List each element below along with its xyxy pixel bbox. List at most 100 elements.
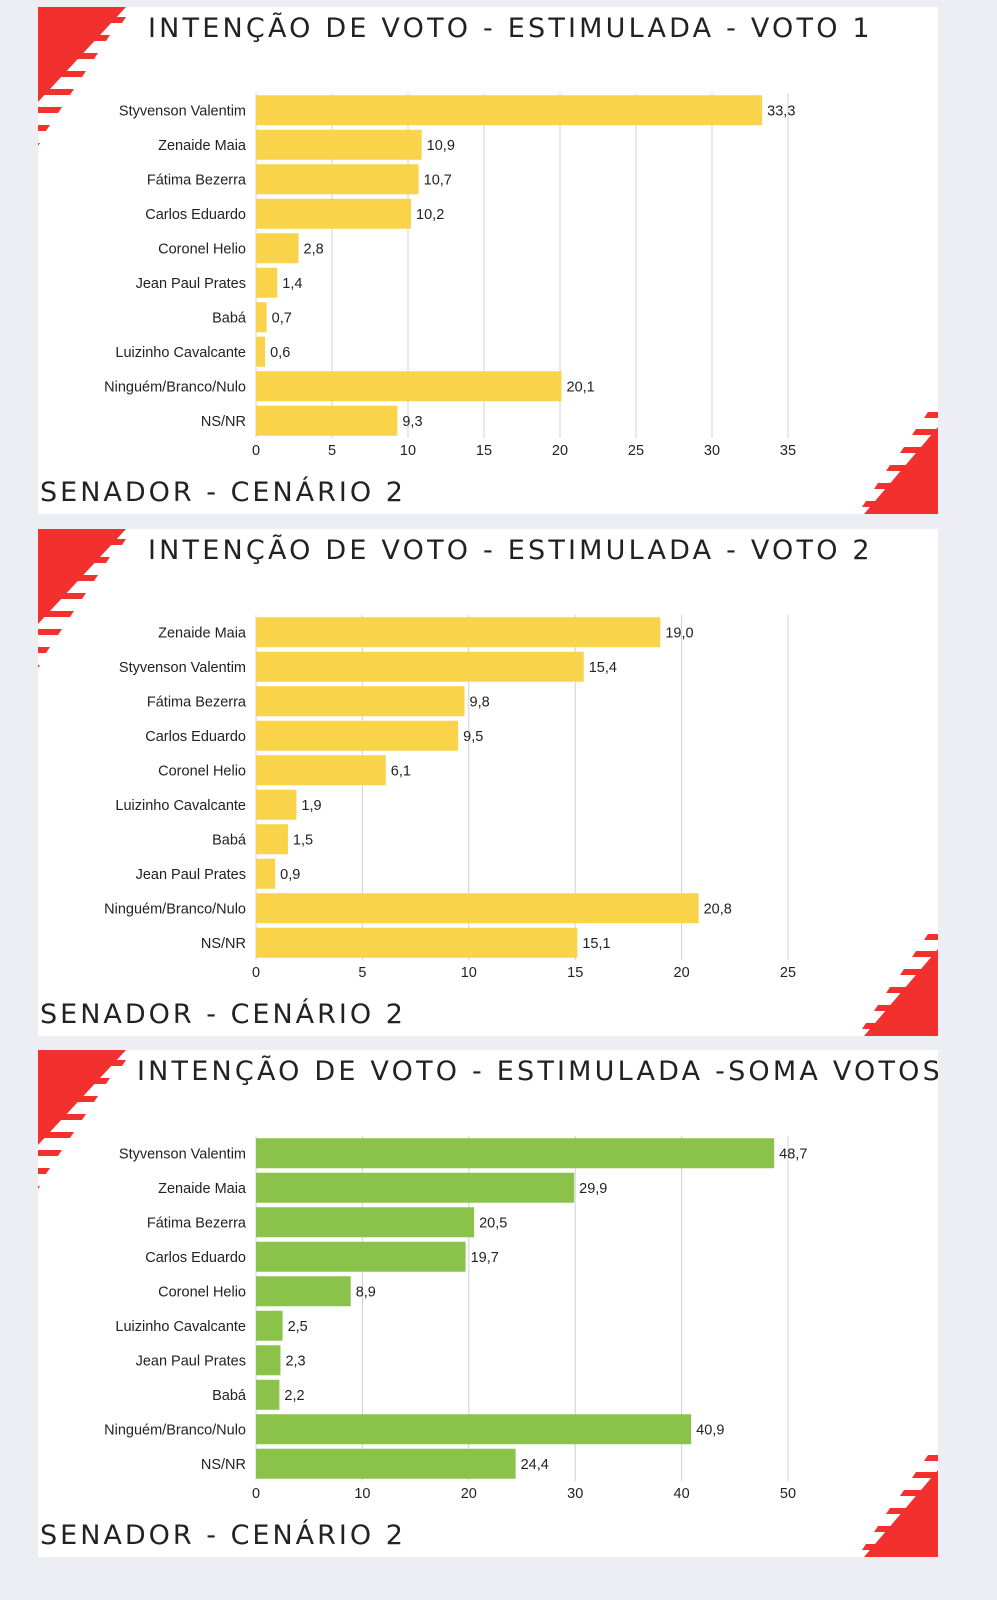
stripe-icon [862,1544,938,1550]
bar [256,1379,280,1410]
x-tick-label: 15 [476,443,492,459]
chart-title: INTENÇÃO DE VOTO - ESTIMULADA - VOTO 1 [148,13,873,44]
stripe-icon [38,1150,62,1156]
data-label: 8,9 [356,1284,376,1300]
category-label: Styvenson Valentim [119,660,246,676]
stripe-icon [900,969,938,975]
x-tick-label: 5 [358,965,366,981]
x-tick-label: 30 [567,1486,583,1502]
category-label: Coronel Helio [158,1284,246,1300]
category-label: Styvenson Valentim [119,103,246,119]
stripe-icon [38,665,40,671]
stripe-icon [38,593,86,599]
stripe-icon [912,429,938,435]
chart-svg: 0 5 10 15 20 25 Zenaide Maia 19,0 Styvenson Vale… [38,529,938,1036]
x-tick-label: 10 [354,1486,370,1502]
bar [256,405,398,436]
data-label: 10,7 [424,172,452,188]
chart-title: INTENÇÃO DE VOTO - ESTIMULADA -SOMA VOTO… [137,1056,938,1087]
chart-svg: 0 5 10 15 20 25 30 35 Styvenson Valentim 33,3 Zena… [38,7,938,514]
bar [256,164,419,195]
category-label: Carlos Eduardo [145,207,246,223]
x-tick-label: 50 [780,1486,796,1502]
data-label: 24,4 [521,1457,549,1473]
bar [256,1276,351,1307]
data-label: 19,0 [665,625,693,641]
stripe-icon [38,1132,74,1138]
stripe-icon [874,1005,938,1011]
stripe-icon [900,1490,938,1496]
x-tick-label: 0 [252,443,260,459]
data-label: 29,9 [579,1181,607,1197]
stripe-icon [862,1023,938,1029]
bar [256,1448,516,1479]
data-label: 48,7 [779,1146,807,1162]
stripe-icon [886,987,938,993]
data-label: 2,5 [288,1319,308,1335]
chart-panel-soma-votos: 0 10 20 30 40 50 Styvenson Valentim 48,7 Zenaide… [38,1050,938,1557]
bar [256,1241,466,1272]
bar [256,651,584,682]
category-label: Ninguém/Branco/Nulo [104,379,246,395]
stripe-icon [924,934,938,940]
chart-panel-voto-1: 0 5 10 15 20 25 30 35 Styvenson Valentim 33,3 Zena… [38,7,938,514]
bar [256,1310,283,1341]
data-label: 2,8 [304,241,324,257]
category-label: Coronel Helio [158,241,246,257]
bar [256,858,276,889]
category-label: NS/NR [201,414,246,430]
bar [256,1414,692,1445]
data-label: 10,9 [427,138,455,154]
data-label: 20,5 [479,1215,507,1231]
data-label: 1,4 [282,276,302,292]
stripe-icon [900,447,938,453]
category-label: Luizinho Cavalcante [115,798,246,814]
stripe-icon [38,107,62,113]
x-tick-label: 20 [461,1486,477,1502]
stripe-icon [886,465,938,471]
chart-footer: SENADOR - CENÁRIO 2 [40,1520,406,1551]
stripe-icon [38,125,50,131]
category-label: Babá [212,310,247,326]
category-label: Fátima Bezerra [147,1215,247,1231]
x-tick-label: 25 [628,443,644,459]
stripe-icon [874,483,938,489]
stripe-icon [38,53,98,59]
stripe-icon [38,611,74,617]
bar [256,267,278,298]
stripe-icon [38,1060,126,1066]
stripe-icon [38,629,62,635]
x-tick-label: 0 [252,1486,260,1502]
data-label: 2,2 [284,1388,304,1404]
stripe-icon [38,143,40,149]
data-label: 20,8 [704,901,732,917]
category-label: Carlos Eduardo [145,1250,246,1266]
bar [256,302,267,333]
x-tick-label: 15 [567,965,583,981]
bar [256,824,288,855]
category-label: Jean Paul Prates [136,867,246,883]
category-label: Ninguém/Branco/Nulo [104,1422,246,1438]
bar [256,371,562,402]
data-label: 1,5 [293,832,313,848]
data-label: 9,8 [470,694,490,710]
data-label: 40,9 [696,1422,724,1438]
category-label: Ninguém/Branco/Nulo [104,901,246,917]
chart-footer: SENADOR - CENÁRIO 2 [40,477,406,508]
bar [256,1138,775,1169]
data-label: 0,6 [270,345,290,361]
x-tick-label: 10 [400,443,416,459]
bar [256,893,699,924]
data-label: 0,7 [272,310,292,326]
x-tick-label: 35 [780,443,796,459]
bar [256,233,299,264]
bar [256,755,386,786]
stripe-icon [912,1472,938,1478]
bar [256,1172,575,1203]
data-label: 9,5 [463,729,483,745]
stripe-icon [38,1096,98,1102]
category-label: NS/NR [201,1457,246,1473]
data-label: 6,1 [391,763,411,779]
category-label: NS/NR [201,936,246,952]
category-label: Carlos Eduardo [145,729,246,745]
